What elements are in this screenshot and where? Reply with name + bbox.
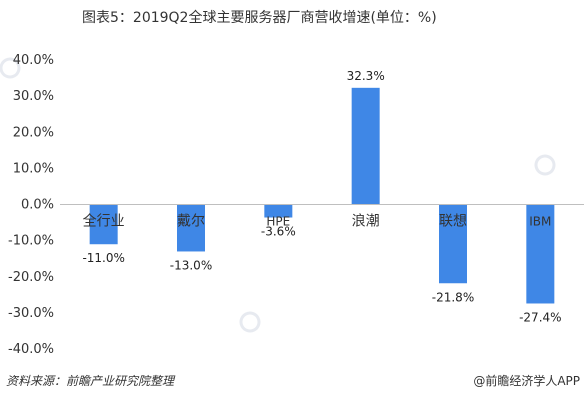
brand-credit: @前瞻经济学人APP [473,373,580,388]
watermark-logo [0,57,21,79]
value-label: -21.8% [432,290,474,304]
y-tick-label: 0.0% [21,198,54,213]
y-tick-label: -30.0% [8,306,54,321]
chart-title: 图表5：2019Q2全球主要服务器厂商营收增速(单位：%) [82,9,437,26]
bar-series [89,87,555,304]
bar [439,204,467,284]
y-tick-label: -20.0% [8,270,54,285]
y-tick-label: 10.0% [13,161,54,176]
value-label: -27.4% [519,310,561,324]
y-axis: 40.0% 30.0% 20.0% 10.0% 0.0% -10.0% -20.0% -30.… [8,53,54,357]
y-tick-label: -10.0% [8,234,54,249]
value-label: -11.0% [82,251,124,265]
category-label: 全行业 [83,213,125,230]
value-label: -13.0% [170,258,212,272]
watermark-logo [534,154,556,176]
category-label: HPE [266,215,290,229]
watermark-layer [0,57,556,333]
category-label: 戴尔 [177,214,205,230]
y-tick-label: 20.0% [13,125,54,140]
bar [351,87,380,205]
watermark-logo [239,311,261,333]
bar [177,204,205,252]
category-label: IBM [529,215,551,229]
value-label: -3.6% [261,225,296,239]
bar [89,204,118,245]
value-label: 32.3% [347,69,385,83]
value-labels: -11.0% -13.0% -3.6% 32.3% -21.8% -27.4% [82,69,561,325]
source-note: 资料来源：前瞻产业研究院整理 [6,374,176,388]
category-label: 联想 [439,214,467,230]
bar [526,204,555,304]
category-label: 浪潮 [352,214,380,230]
bar [264,204,293,218]
y-tick-label: 30.0% [13,89,54,104]
y-tick-label: -40.0% [8,342,54,357]
category-labels: 全行业 戴尔 HPE 浪潮 联想 IBM [83,213,552,230]
y-tick-label: 40.0% [13,53,54,68]
